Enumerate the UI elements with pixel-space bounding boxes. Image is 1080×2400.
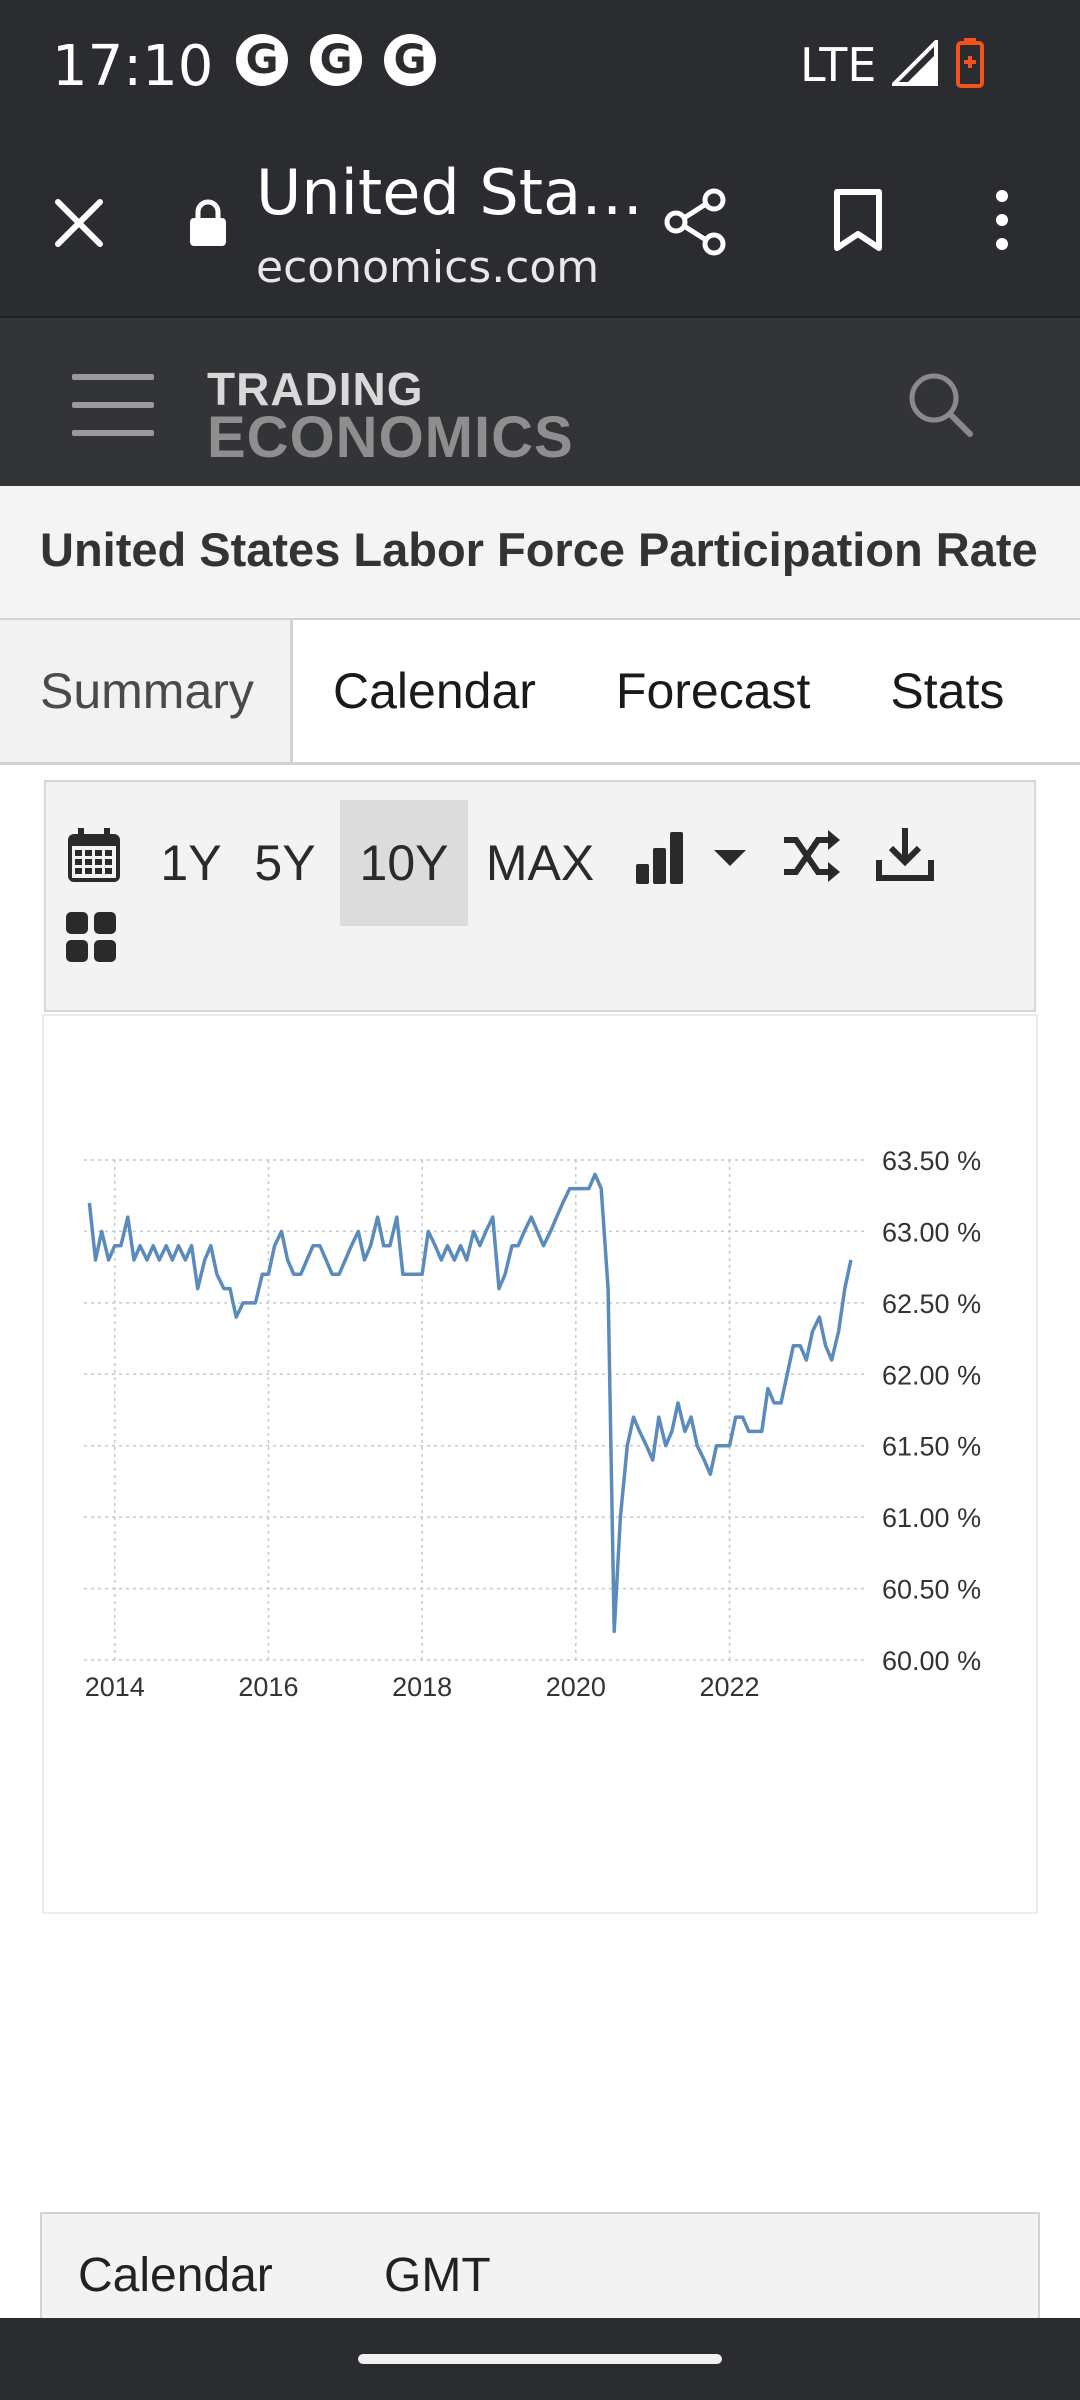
calendar-table-header: Calendar GMT [40, 2212, 1040, 2320]
battery-icon [956, 38, 984, 88]
range-1y-button[interactable]: 1Y [160, 835, 222, 891]
hamburger-menu-icon[interactable] [72, 374, 154, 458]
lock-icon[interactable] [188, 198, 228, 248]
signal-icon [892, 40, 938, 86]
chart-container: 63.50 % 63.00 % 62.50 % 62.00 % 61.50 % 61.00… [42, 1014, 1038, 1914]
page-title: United States Labor Force Participation … [40, 523, 1038, 576]
network-type: LTE [800, 38, 877, 92]
series-line [87, 1172, 853, 1634]
system-nav-bar [0, 2318, 1080, 2400]
page-title-bar: United States Labor Force Participation … [0, 486, 1080, 620]
y-tick-label: 60.50 % [882, 1575, 981, 1605]
tab-calendar[interactable]: Calendar [333, 663, 536, 719]
range-5y-button[interactable]: 5Y [254, 835, 316, 891]
range-max-button[interactable]: MAX [485, 835, 595, 891]
x-tick-label: 2018 [392, 1672, 452, 1702]
tab-stats[interactable]: Stats [890, 663, 1005, 719]
x-tick-label: 2016 [238, 1672, 298, 1702]
range-10y-button[interactable]: 10Y [340, 800, 468, 926]
logo-economics[interactable]: ECONOMICS [207, 405, 574, 470]
google-notification-icon: G [236, 34, 288, 86]
x-tick-label: 2020 [546, 1672, 606, 1702]
section-tabs: Summary Calendar Forecast Stats [0, 620, 1080, 765]
logo-trading[interactable]: TRADING [207, 363, 424, 415]
google-notification-icon: G [310, 34, 362, 86]
search-icon[interactable] [906, 370, 974, 438]
y-tick-label: 61.00 % [882, 1503, 981, 1533]
tab-forecast[interactable]: Forecast [615, 663, 811, 719]
dropdown-caret-icon[interactable] [714, 850, 746, 868]
google-notification-icon: G [384, 34, 436, 86]
tab-summary[interactable]: Summary [0, 620, 293, 762]
y-tick-label: 60.00 % [882, 1646, 981, 1676]
status-time: 17:10 [52, 34, 214, 99]
home-gesture-handle[interactable] [358, 2354, 722, 2364]
y-tick-label: 61.50 % [882, 1432, 981, 1462]
bookmark-icon[interactable] [832, 188, 884, 252]
grid-icon[interactable] [66, 912, 118, 964]
bar-chart-icon[interactable] [636, 832, 686, 884]
calendar-icon[interactable] [66, 828, 122, 884]
x-tick-label: 2014 [85, 1672, 145, 1702]
y-tick-label: 62.50 % [882, 1289, 981, 1319]
y-tick-label: 63.00 % [882, 1217, 981, 1247]
status-bar: 17:10 G G G LTE [0, 0, 1080, 130]
toolbar-divider [0, 316, 1080, 318]
notification-icons: G G G [236, 34, 436, 86]
overflow-menu-icon[interactable] [990, 188, 1014, 252]
download-icon[interactable] [876, 826, 934, 884]
close-icon[interactable] [52, 196, 106, 250]
gmt-column-header: GMT [384, 2249, 491, 2302]
calendar-column-header: Calendar [78, 2249, 273, 2302]
y-tick-label: 63.50 % [882, 1146, 981, 1176]
url-host[interactable]: economics.com [256, 242, 600, 293]
shuffle-icon[interactable] [782, 828, 842, 884]
x-tick-label: 2022 [699, 1672, 759, 1702]
browser-toolbar: United Sta… economics.com [0, 130, 1080, 316]
y-tick-label: 62.00 % [882, 1360, 981, 1390]
site-header: TRADING ECONOMICS [0, 318, 1080, 486]
page-tab-title[interactable]: United Sta… [256, 156, 644, 229]
share-icon[interactable] [664, 188, 728, 256]
participation-rate-chart[interactable]: 63.50 % 63.00 % 62.50 % 62.00 % 61.50 % 61.00… [44, 1016, 1036, 1912]
chart-toolbar: 1Y 5Y 10Y MAX [44, 780, 1036, 1012]
